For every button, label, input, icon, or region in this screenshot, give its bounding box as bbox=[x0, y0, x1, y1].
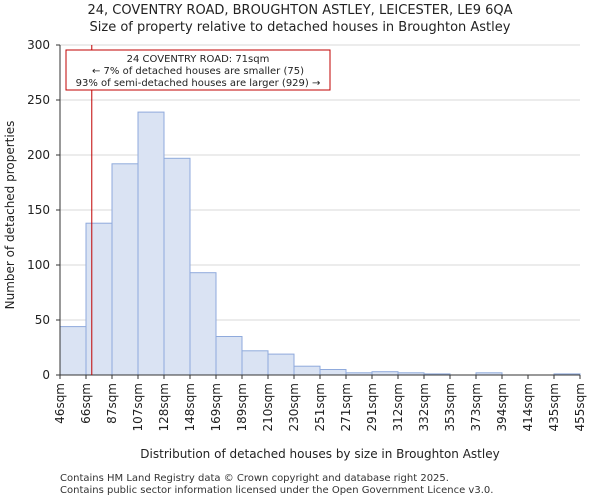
histogram-bar bbox=[189, 272, 217, 376]
y-tick-label: 150 bbox=[27, 203, 50, 217]
footer-line-1: Contains HM Land Registry data © Crown c… bbox=[60, 473, 449, 484]
histogram-bar bbox=[163, 157, 191, 376]
x-tick-label: 210sqm bbox=[261, 383, 275, 431]
x-tick-label: 107sqm bbox=[131, 383, 145, 431]
histogram-bar bbox=[293, 365, 321, 376]
x-tick-label: 394sqm bbox=[495, 383, 509, 431]
y-tick-label: 250 bbox=[27, 93, 50, 107]
x-tick-label: 169sqm bbox=[209, 383, 223, 431]
x-tick-label: 189sqm bbox=[235, 383, 249, 431]
x-tick-label: 46sqm bbox=[53, 383, 67, 424]
x-tick-labels: 46sqm 66sqm 87sqm 107sqm 128sqm 148sqm 169sqm 1… bbox=[53, 375, 587, 431]
x-tick-label: 128sqm bbox=[157, 383, 171, 431]
marker-annotation: 24 COVENTRY ROAD: 71sqm ← 7% of detached… bbox=[65, 49, 331, 91]
y-tick-labels: 0 50 100 150 200 250 300 bbox=[27, 38, 60, 382]
annotation-line-3: 93% of semi-detached houses are larger (… bbox=[76, 78, 321, 89]
histogram-bar bbox=[111, 163, 139, 376]
histogram-bar bbox=[267, 353, 295, 376]
histogram-bar bbox=[215, 336, 243, 376]
y-axis-label: Number of detached properties bbox=[3, 121, 17, 310]
x-tick-label: 251sqm bbox=[313, 383, 327, 431]
histogram-bar bbox=[137, 111, 165, 376]
y-tick-label: 50 bbox=[35, 313, 50, 327]
x-tick-label: 230sqm bbox=[287, 383, 301, 431]
x-tick-label: 66sqm bbox=[79, 383, 93, 424]
y-tick-label: 300 bbox=[27, 38, 50, 52]
chart-subtitle: Size of property relative to detached ho… bbox=[89, 20, 511, 35]
y-tick-label: 0 bbox=[42, 368, 50, 382]
x-tick-label: 353sqm bbox=[443, 383, 457, 431]
x-tick-label: 148sqm bbox=[183, 383, 197, 431]
histogram-bar bbox=[319, 369, 347, 376]
x-tick-label: 332sqm bbox=[417, 383, 431, 431]
histogram-bar bbox=[85, 222, 113, 376]
y-tick-label: 100 bbox=[27, 258, 50, 272]
x-tick-label: 271sqm bbox=[339, 383, 353, 431]
histogram-bar bbox=[241, 350, 269, 376]
y-tick-label: 200 bbox=[27, 148, 50, 162]
footer-line-2: Contains public sector information licen… bbox=[60, 485, 494, 496]
x-tick-label: 455sqm bbox=[573, 383, 587, 431]
bars bbox=[59, 111, 581, 376]
x-tick-label: 312sqm bbox=[391, 383, 405, 431]
x-tick-label: 87sqm bbox=[105, 383, 119, 424]
annotation-line-1: 24 COVENTRY ROAD: 71sqm bbox=[127, 54, 270, 65]
x-tick-label: 373sqm bbox=[469, 383, 483, 431]
annotation-line-2: ← 7% of detached houses are smaller (75) bbox=[92, 66, 304, 77]
x-tick-label: 414sqm bbox=[521, 383, 535, 431]
x-tick-label: 435sqm bbox=[547, 383, 561, 431]
chart-title: 24, COVENTRY ROAD, BROUGHTON ASTLEY, LEI… bbox=[87, 3, 513, 18]
annotation-box bbox=[65, 49, 331, 91]
histogram-bar bbox=[59, 326, 87, 376]
x-axis-label: Distribution of detached houses by size … bbox=[140, 447, 499, 461]
x-tick-label: 291sqm bbox=[365, 383, 379, 431]
